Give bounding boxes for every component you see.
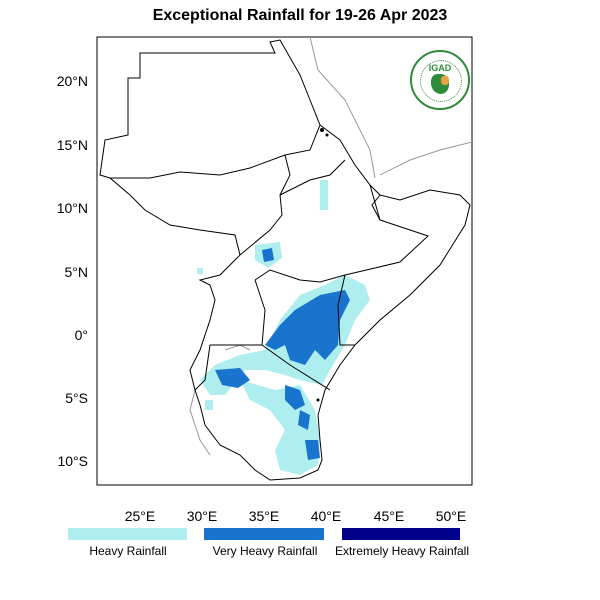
lon-label: 35°E (248, 508, 280, 524)
lon-label: 40°E (310, 508, 342, 524)
legend-label-extremely-heavy: Extremely Heavy Rainfall (334, 544, 470, 558)
lat-label: 5°N (64, 264, 89, 280)
lon-label: 30°E (186, 508, 218, 524)
legend-swatch-heavy (68, 528, 187, 540)
lat-label: 10°S (57, 453, 88, 469)
lon-label: 45°E (373, 508, 405, 524)
map-title: Exceptional Rainfall for 19-26 Apr 2023 (152, 7, 448, 24)
country-boundaries (99, 39, 471, 481)
lat-label: 20°N (56, 73, 88, 89)
igad-logo: IGAD (410, 50, 470, 110)
legend-label-heavy: Heavy Rainfall (89, 544, 167, 558)
logo-text: IGAD (428, 63, 452, 73)
legend-swatch-very-heavy (204, 528, 324, 540)
neighbour-coastline (309, 36, 473, 179)
lat-label: 15°N (56, 137, 88, 153)
legend-swatch-extremely-heavy (342, 528, 460, 540)
lon-label: 25°E (124, 508, 156, 524)
islands (316, 128, 329, 402)
very-heavy-rainfall-areas (215, 248, 350, 460)
lat-label: 0° (74, 327, 88, 343)
lon-label: 50°E (435, 508, 467, 524)
lat-label: 10°N (56, 200, 88, 216)
lat-label: 5°S (65, 390, 88, 406)
legend-label-very-heavy: Very Heavy Rainfall (212, 544, 318, 558)
